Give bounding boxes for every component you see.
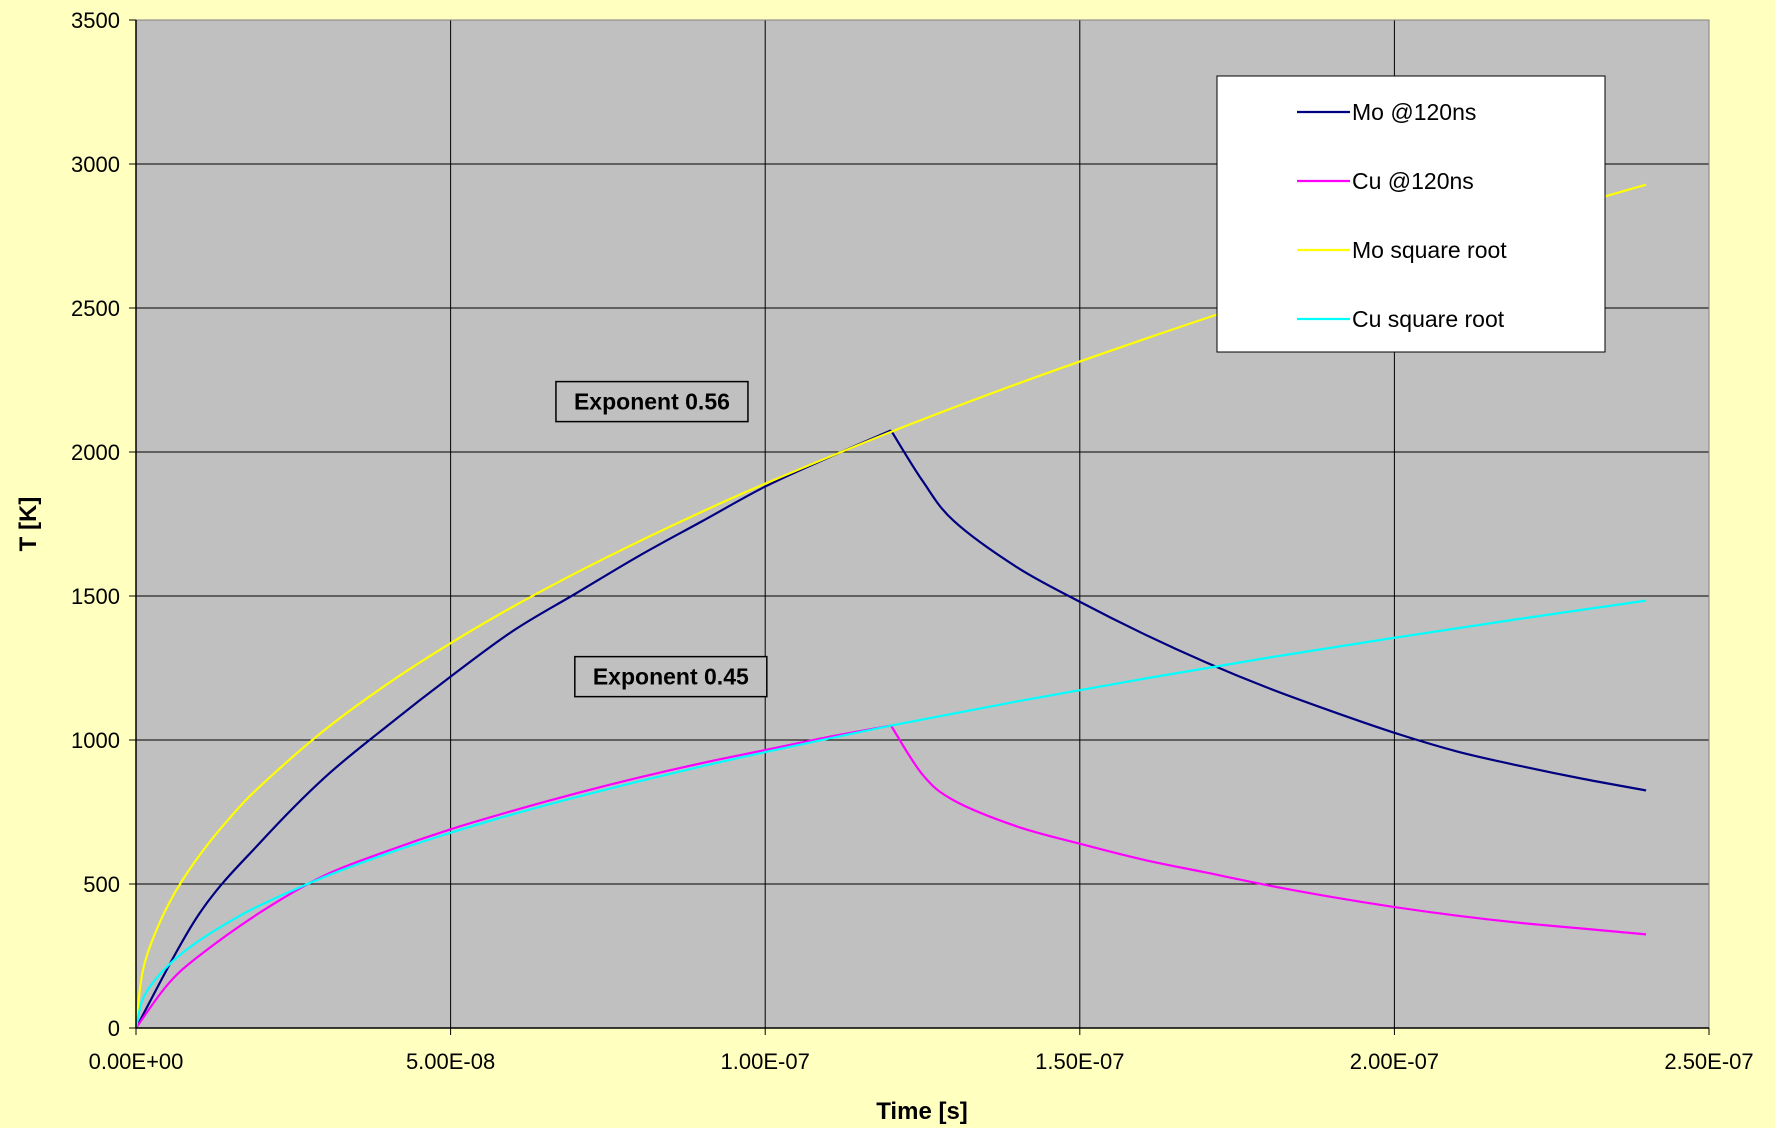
y-tick-label: 2000	[71, 440, 120, 465]
annotations: Exponent 0.56 Exponent 0.45	[555, 380, 768, 698]
y-tick-label: 3500	[71, 8, 120, 33]
y-tick-label: 1000	[71, 728, 120, 753]
x-tick-label: 5.00E-08	[406, 1049, 495, 1074]
y-tick-label: 3000	[71, 152, 120, 177]
x-tick-label: 2.50E-07	[1664, 1049, 1753, 1074]
series-line-cu-square-root	[134, 599, 1647, 1029]
x-tick-label: 1.00E-07	[721, 1049, 810, 1074]
annotation-text: Exponent 0.56	[574, 389, 730, 415]
y-tick-label: 1500	[71, 584, 120, 609]
y-tick-label: 0	[108, 1016, 120, 1041]
legend: Mo @120ns Cu @120ns Mo square root Cu squar…	[1216, 75, 1606, 353]
grid	[136, 20, 1709, 1028]
annotation-text: Exponent 0.45	[593, 664, 749, 690]
y-axis-label: T [K]	[15, 497, 42, 552]
x-tick-label: 2.00E-07	[1350, 1049, 1439, 1074]
y-tick-label: 2500	[71, 296, 120, 321]
x-axis-label: Time [s]	[876, 1098, 968, 1125]
annotation-box	[555, 380, 749, 423]
series-lines	[134, 183, 1647, 1029]
axes: 0 500 1000 1500 2000 2500 3000 3500 0.00E+00 5.00…	[71, 8, 1754, 1074]
legend-label: Cu @120ns	[1352, 168, 1474, 194]
legend-label: Mo @120ns	[1352, 99, 1476, 125]
annotation-box	[574, 655, 768, 698]
x-tick-label: 0.00E+00	[89, 1049, 184, 1074]
legend-label: Cu square root	[1352, 306, 1505, 332]
y-tick-label: 500	[83, 872, 120, 897]
series-line-mo-120ns	[135, 429, 1647, 1029]
legend-box	[1216, 75, 1606, 353]
legend-label: Mo square root	[1352, 237, 1507, 263]
series-line-cu-120ns	[135, 724, 1647, 1029]
x-tick-label: 1.50E-07	[1035, 1049, 1124, 1074]
